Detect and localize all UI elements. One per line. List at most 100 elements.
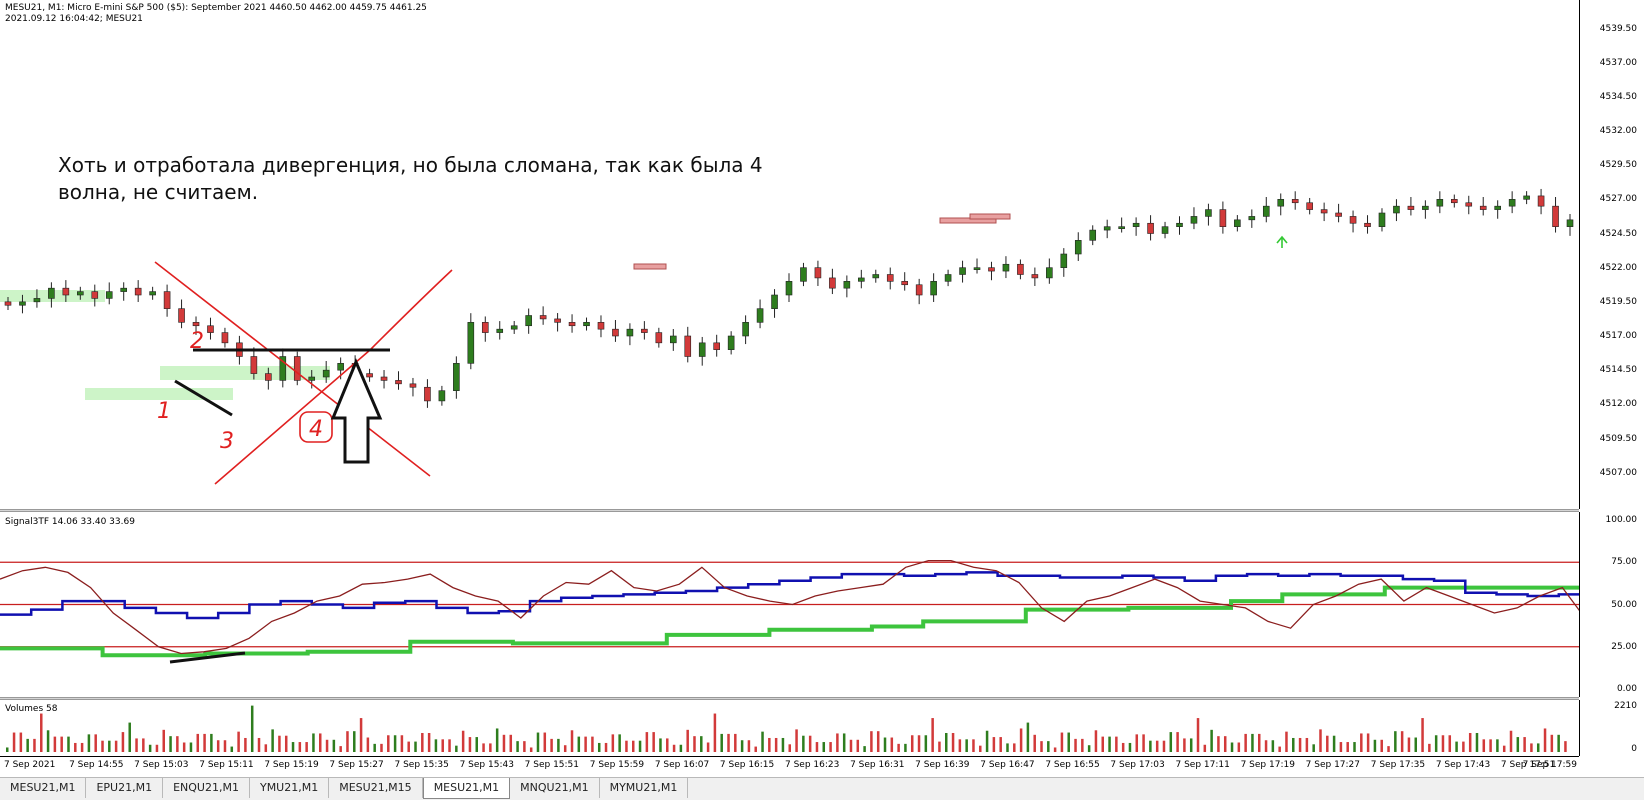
time-axis-label: 7 Sep 17:19 bbox=[1240, 760, 1295, 770]
candle-body bbox=[1364, 222, 1371, 227]
candle-body bbox=[872, 274, 880, 279]
volume-bar bbox=[604, 742, 608, 752]
candle-body bbox=[1508, 199, 1516, 207]
volume-bar bbox=[570, 730, 574, 752]
volume-bar bbox=[1428, 743, 1431, 752]
chart-tab[interactable]: MESU21,M1 bbox=[422, 778, 511, 799]
volume-bar bbox=[720, 733, 723, 752]
volume-bar bbox=[346, 731, 349, 752]
candle-body bbox=[814, 267, 822, 279]
chart-tab[interactable]: MESU21,M15 bbox=[329, 778, 423, 798]
volume-bar bbox=[1468, 732, 1472, 752]
volume-bar bbox=[455, 745, 458, 752]
volume-bar bbox=[1339, 742, 1343, 752]
volume-bar bbox=[1189, 738, 1193, 752]
candle-body bbox=[727, 335, 735, 350]
volume-bar bbox=[904, 743, 907, 752]
volume-bar bbox=[1196, 718, 1200, 752]
candle-body bbox=[771, 294, 778, 309]
volume-bar bbox=[1564, 741, 1567, 752]
volume-bar bbox=[380, 743, 383, 752]
volume-bar bbox=[1155, 740, 1159, 752]
volume-bar bbox=[625, 740, 628, 752]
volume-bar bbox=[618, 734, 621, 752]
candle-body bbox=[221, 332, 229, 344]
volume-bar bbox=[1557, 734, 1560, 752]
volume-bar bbox=[427, 732, 431, 752]
candle-body bbox=[1248, 216, 1256, 221]
candle-body bbox=[1552, 205, 1559, 227]
volume-bar bbox=[1543, 728, 1547, 752]
volume-bar bbox=[849, 739, 853, 752]
indicator-panel[interactable]: Signal3TF 14.06 33.40 33.69 bbox=[0, 512, 1579, 697]
volume-bar bbox=[1074, 738, 1077, 752]
volume-bar bbox=[1346, 742, 1349, 752]
volume-bar bbox=[672, 744, 676, 752]
volume-bar bbox=[1516, 737, 1520, 752]
timestamp-header: 2021.09.12 16:04:42; MESU21 bbox=[5, 14, 143, 24]
candle-body bbox=[77, 291, 84, 296]
volume-bar bbox=[1536, 743, 1540, 752]
candle-body bbox=[62, 287, 70, 296]
candle-body bbox=[713, 342, 720, 350]
volume-bar bbox=[278, 735, 281, 752]
price-chart: 1 2 3 4 bbox=[0, 188, 1574, 485]
volume-bar bbox=[264, 744, 268, 752]
candle-body bbox=[453, 363, 460, 391]
candle-body bbox=[1002, 263, 1010, 272]
chart-tab[interactable]: MYMU21,M1 bbox=[600, 778, 689, 798]
price-tick-label: 4514.50 bbox=[1599, 365, 1637, 376]
volume-bar bbox=[1019, 728, 1023, 752]
volume-bar bbox=[1047, 741, 1050, 752]
time-axis[interactable]: 7 Sep 2021 7 Sep 14:55 7 Sep 15:03 7 Sep 15… bbox=[0, 756, 1579, 777]
volume-bar bbox=[128, 722, 131, 752]
chart-tab[interactable]: YMU21,M1 bbox=[250, 778, 330, 798]
price-panel[interactable]: MESU21, M1: Micro E-mini S&P 500 ($5): S… bbox=[0, 0, 1579, 509]
volume-bar bbox=[40, 713, 43, 752]
price-tick-label: 4517.00 bbox=[1599, 331, 1637, 341]
volume-bar bbox=[577, 736, 581, 752]
volume-bar bbox=[1326, 735, 1329, 752]
divergence-line bbox=[174, 379, 233, 417]
chart-tab[interactable]: EPU21,M1 bbox=[86, 778, 164, 798]
volume-bar bbox=[421, 732, 424, 752]
volume-axis[interactable]: 2210 0 bbox=[1579, 700, 1644, 756]
volume-bar bbox=[482, 743, 485, 752]
volume-panel[interactable]: Volumes 58 bbox=[0, 700, 1579, 756]
candle-body bbox=[930, 281, 937, 296]
volume-bar bbox=[434, 739, 438, 752]
volume-bar bbox=[897, 743, 900, 752]
volume-bar bbox=[1142, 734, 1145, 752]
candle-body bbox=[525, 315, 532, 327]
volume-bar bbox=[938, 741, 941, 752]
volume-bar bbox=[1455, 741, 1458, 752]
volume-bar bbox=[237, 731, 240, 752]
chart-tab[interactable]: MESU21,M1 bbox=[0, 778, 87, 798]
price-tick-label: 4507.00 bbox=[1599, 467, 1637, 478]
indicator-axis[interactable]: 100.00 75.00 50.00 25.00 0.00 bbox=[1579, 512, 1644, 697]
volume-bar bbox=[611, 734, 615, 752]
candle-body bbox=[1161, 226, 1169, 234]
volume-bar bbox=[781, 737, 785, 752]
volume-bar bbox=[1319, 729, 1322, 752]
volume-bar bbox=[999, 737, 1002, 752]
volume-bar bbox=[584, 736, 587, 752]
volume-bar bbox=[1502, 745, 1506, 752]
chart-tab[interactable]: MNQU21,M1 bbox=[510, 778, 600, 798]
volume-bar bbox=[645, 732, 649, 752]
panel-separator[interactable] bbox=[0, 509, 1579, 512]
volume-bar bbox=[883, 737, 887, 752]
volume-bar bbox=[1183, 738, 1186, 752]
price-axis[interactable]: 4539.50 4537.00 4534.50 4532.00 4529.50 4527.… bbox=[1579, 0, 1644, 509]
candle-body bbox=[1494, 205, 1501, 210]
candle-body bbox=[1176, 222, 1183, 227]
volume-bar bbox=[1258, 733, 1261, 752]
volume-bar bbox=[836, 733, 839, 752]
chart-tab[interactable]: ENQU21,M1 bbox=[163, 778, 250, 798]
panel-separator[interactable] bbox=[0, 697, 1579, 700]
volume-bar bbox=[917, 735, 921, 752]
volume-bar bbox=[489, 743, 492, 752]
volume-bar bbox=[1033, 734, 1036, 752]
price-tick-label: 4529.50 bbox=[1599, 160, 1637, 171]
resistance-zone bbox=[969, 213, 1011, 220]
